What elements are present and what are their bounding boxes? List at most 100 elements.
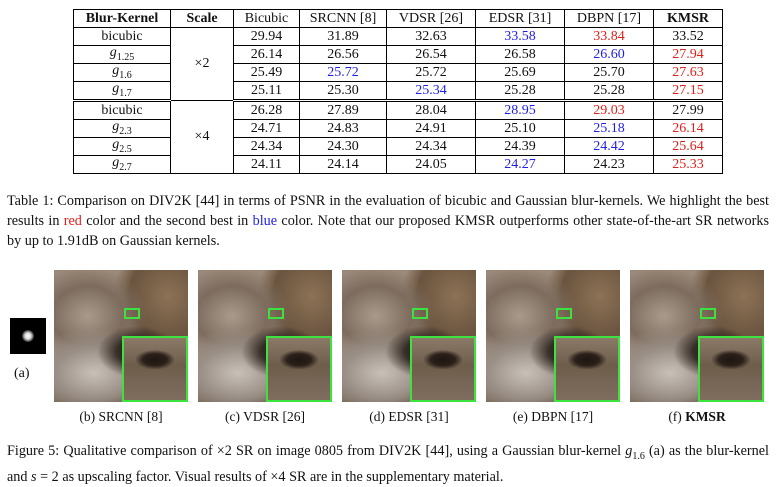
table-row: g2.5 24.34 24.30 24.34 24.39 24.42 25.64	[73, 137, 723, 156]
kernel-subscript: 2.3	[119, 125, 132, 137]
table-caption: Table 1: Comparison on DIV2K [44] in ter…	[7, 191, 769, 251]
psnr-cell: 26.54	[386, 45, 476, 64]
psnr-cell: 24.05	[386, 155, 476, 174]
table-caption-text: color. Note that our proposed KMSR outpe…	[7, 213, 769, 249]
psnr-cell: 27.99	[653, 100, 723, 120]
kernel-subscript: 1.6	[632, 450, 645, 462]
psnr-cell: 26.58	[475, 45, 565, 64]
figure-caption-text: Figure 5: Qualitative comparison of ×2 S…	[7, 443, 626, 459]
psnr-cell: 24.34	[233, 137, 300, 156]
eye-region-box	[412, 308, 428, 319]
psnr-cell: 25.64	[653, 137, 723, 156]
kernel-subscript: 1.7	[119, 87, 132, 99]
kernel-variable: g	[625, 443, 633, 459]
psnr-cell: 28.04	[386, 100, 476, 120]
psnr-cell: 26.56	[299, 45, 387, 64]
blur-kernel-cell: bicubic	[73, 27, 171, 46]
psnr-cell: 26.60	[564, 45, 654, 64]
blur-kernel-cell: g2.3	[73, 119, 171, 138]
blur-kernel-cell: g1.25	[73, 45, 171, 64]
header-kmsr: KMSR	[653, 9, 723, 28]
blur-kernel-cell: g1.6	[73, 63, 171, 82]
panel-label-prefix: (f)	[668, 409, 686, 424]
figure-caption-kernel: g1.6	[625, 443, 645, 462]
sr-result-image	[486, 270, 620, 402]
blur-kernel-cell: bicubic	[73, 100, 171, 120]
table-row: g2.7 24.11 24.14 24.05 24.27 24.23 25.33	[73, 155, 723, 174]
psnr-cell: 27.15	[653, 81, 723, 102]
sr-result-image	[342, 270, 476, 402]
kernel-subscript: 1.25	[116, 51, 135, 63]
table-header-row: Blur-Kernel Scale Bicubic SRCNN [8] VDSR…	[73, 9, 723, 28]
panel-label-method: DBPN [17]	[531, 409, 594, 424]
psnr-cell: 28.95	[475, 100, 565, 120]
header-edsr: EDSR [31]	[475, 9, 565, 28]
panel-label-prefix: (d)	[369, 409, 389, 424]
scale-cell: ×4	[170, 100, 234, 174]
header-srcnn: SRCNN [8]	[299, 9, 387, 28]
panel-label: (d) EDSR [31]	[329, 409, 489, 425]
panel-label-prefix: (b)	[79, 409, 99, 424]
psnr-cell: 33.52	[653, 27, 723, 46]
table-caption-blue-word: blue	[252, 213, 278, 229]
kernel-subscript: 2.5	[119, 143, 132, 155]
table-row: bicubic ×4 26.28 27.89 28.04 28.95 29.03 27.99	[73, 100, 723, 174]
psnr-cell: 26.14	[233, 45, 300, 64]
kernel-subscript: 2.7	[119, 161, 132, 173]
figure-caption-text: = 2 as upscaling factor. Visual results …	[36, 468, 504, 485]
figure-caption-s-variable: s	[31, 468, 37, 485]
psnr-cell: 31.89	[299, 27, 387, 46]
table-caption-text: Table 1: Comparison on DIV2K [44] in ter…	[7, 193, 769, 229]
sr-result-image	[630, 270, 764, 402]
psnr-cell: 24.23	[564, 155, 654, 174]
psnr-cell: 25.10	[475, 119, 565, 138]
kernel-subscript: 1.6	[119, 69, 132, 81]
psnr-cell: 25.70	[564, 63, 654, 82]
panel-label-method: VDSR [26]	[243, 409, 305, 424]
psnr-cell: 25.69	[475, 63, 565, 82]
panel-label: (e) DBPN [17]	[473, 409, 633, 425]
zoomed-crop	[266, 336, 332, 402]
scale-cell: ×2	[170, 27, 234, 101]
psnr-cell: 29.03	[564, 100, 654, 120]
zoomed-crop	[698, 336, 764, 402]
panel-label-method: EDSR [31]	[388, 409, 449, 424]
kernel-variable: g	[112, 81, 120, 97]
psnr-cell: 24.34	[386, 137, 476, 156]
psnr-cell: 29.94	[233, 27, 300, 46]
table-group-x2: bicubic ×2 29.94 31.89 32.63 33.58 33.84 33.52 g…	[73, 27, 723, 102]
header-dbpn: DBPN [17]	[564, 9, 654, 28]
blur-kernel-image	[10, 318, 46, 354]
panel-label: (c) VDSR [26]	[185, 409, 345, 425]
eye-region-box	[124, 308, 140, 319]
psnr-cell: 25.30	[299, 81, 387, 102]
psnr-cell: 25.49	[233, 63, 300, 82]
sr-result-image	[54, 270, 188, 402]
table-caption-red-word: red	[63, 213, 82, 229]
psnr-cell: 32.63	[386, 27, 476, 46]
sr-result-image	[198, 270, 332, 402]
psnr-cell: 24.30	[299, 137, 387, 156]
psnr-cell: 25.72	[299, 63, 387, 82]
table-row: g1.7 25.11 25.30 25.34 25.28 25.28 27.15	[73, 81, 723, 102]
kernel-variable: g	[112, 63, 120, 79]
blur-kernel-cell: g2.7	[73, 155, 171, 174]
header-blur-kernel: Blur-Kernel	[73, 9, 171, 28]
header-vdsr: VDSR [26]	[386, 9, 476, 28]
figure-caption-text: (a) as the blur-kernel and	[7, 443, 769, 485]
psnr-cell: 25.28	[564, 81, 654, 102]
blur-kernel-cell: g2.5	[73, 137, 171, 156]
panel-label-prefix: (e)	[512, 409, 532, 424]
table-group-x4: bicubic ×4 26.28 27.89 28.04 28.95 29.03 27.99 g…	[73, 100, 723, 174]
psnr-cell: 24.27	[475, 155, 565, 174]
psnr-cell: 24.42	[564, 137, 654, 156]
psnr-cell: 27.94	[653, 45, 723, 64]
panel-label-method: KMSR	[685, 409, 726, 424]
psnr-cell: 25.72	[386, 63, 476, 82]
psnr-cell: 27.89	[299, 100, 387, 120]
psnr-cell: 25.33	[653, 155, 723, 174]
header-scale: Scale	[170, 9, 234, 28]
psnr-cell: 33.58	[475, 27, 565, 46]
psnr-cell: 24.11	[233, 155, 300, 174]
psnr-cell: 27.63	[653, 63, 723, 82]
